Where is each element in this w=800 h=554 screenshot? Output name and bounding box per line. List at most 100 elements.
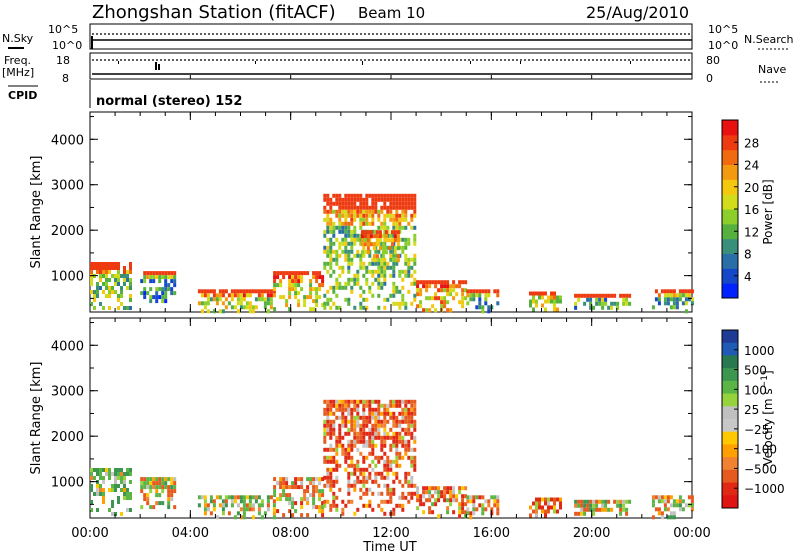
data-cell: [544, 291, 547, 296]
data-cell: [377, 209, 381, 214]
data-cell: [437, 288, 441, 293]
data-cell: [416, 304, 420, 309]
data-cell: [323, 423, 327, 428]
data-cell: [577, 293, 581, 298]
data-cell: [690, 499, 694, 504]
data-cell: [161, 287, 165, 292]
data-cell: [365, 201, 369, 206]
colorbar-swatch: [722, 120, 738, 136]
data-cell: [544, 299, 547, 304]
data-cell: [230, 499, 234, 504]
data-cell: [326, 297, 330, 302]
data-cell: [666, 507, 670, 512]
data-cell: [329, 431, 333, 436]
data-cell: [407, 269, 411, 274]
data-cell: [535, 509, 538, 514]
data-cell: [404, 197, 408, 202]
data-cell: [380, 205, 384, 210]
data-cell: [446, 284, 450, 289]
data-cell: [108, 290, 111, 294]
data-cell: [377, 415, 381, 420]
data-cell: [126, 286, 129, 290]
data-cell: [309, 295, 313, 300]
data-cell: [547, 299, 550, 304]
data-cell: [580, 499, 584, 504]
data-cell: [230, 293, 234, 298]
data-cell: [332, 229, 336, 234]
data-cell: [368, 209, 372, 214]
data-cell: [350, 201, 354, 206]
data-cell: [323, 459, 327, 464]
data-cell: [386, 407, 390, 412]
data-cell: [496, 511, 500, 516]
data-cell: [389, 193, 393, 198]
data-cell: [96, 488, 99, 492]
data-cell: [344, 431, 348, 436]
data-cell: [372, 246, 376, 251]
data-cell: [123, 492, 126, 496]
colorbar-swatch: [722, 179, 738, 195]
data-cell: [206, 297, 210, 302]
data-cell: [326, 471, 330, 476]
data-cell: [143, 291, 147, 296]
data-cell: [356, 269, 360, 274]
data-cell: [149, 505, 153, 510]
data-cell: [309, 279, 313, 284]
data-cell: [672, 503, 676, 508]
data-cell: [335, 285, 339, 290]
data-cell: [347, 213, 351, 218]
data-cell: [123, 306, 126, 310]
data-cell: [96, 266, 99, 270]
data-cell: [654, 495, 658, 500]
data-cell: [472, 293, 476, 298]
data-cell: [657, 297, 661, 302]
data-cell: [359, 233, 363, 238]
data-cell: [464, 494, 468, 499]
data-cell: [461, 494, 465, 499]
data-cell: [245, 293, 249, 298]
data-cell: [392, 491, 396, 496]
colorbar-swatch: [722, 164, 738, 180]
data-cell: [167, 271, 171, 276]
data-cell: [143, 493, 147, 498]
data-cell: [690, 495, 694, 500]
data-cell: [368, 269, 372, 274]
data-cell: [338, 399, 342, 404]
data-cell: [395, 289, 399, 294]
data-cell: [452, 280, 456, 285]
data-cell: [99, 476, 102, 480]
data-cell: [356, 439, 360, 444]
data-cell: [374, 269, 378, 274]
data-cell: [300, 481, 304, 486]
data-cell: [111, 266, 114, 270]
data-cell: [203, 499, 207, 504]
data-cell: [404, 257, 408, 262]
data-cell: [660, 289, 664, 294]
data-cell: [446, 498, 450, 503]
data-cell: [598, 297, 602, 302]
data-cell: [389, 495, 393, 500]
data-cell: [251, 503, 255, 508]
data-cell: [309, 481, 313, 486]
data-cell: [452, 490, 456, 495]
data-cell: [625, 507, 629, 512]
data-cell: [413, 435, 417, 440]
colorbar-tick-label: −100: [744, 443, 777, 457]
data-cell: [323, 265, 327, 270]
data-cell: [303, 489, 307, 494]
data-cell: [434, 498, 438, 503]
data-cell: [329, 455, 333, 460]
data-cell: [218, 289, 222, 294]
data-cell: [356, 253, 360, 258]
data-cell: [368, 487, 372, 492]
data-cell: [332, 423, 336, 428]
data-cell: [675, 293, 679, 298]
data-cell: [366, 234, 370, 239]
data-cell: [326, 415, 330, 420]
nsky-tick-low: 10^0: [52, 39, 82, 52]
data-cell: [326, 407, 330, 412]
data-cell: [362, 253, 366, 258]
data-cell: [356, 233, 360, 238]
data-cell: [466, 495, 470, 500]
data-cell: [209, 289, 213, 294]
